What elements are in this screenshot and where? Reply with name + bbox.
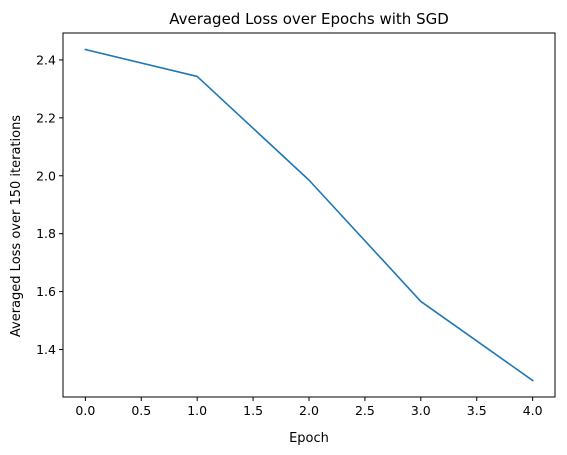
y-tick-label: 2.4 xyxy=(36,52,56,67)
x-tick-label: 1.5 xyxy=(243,403,263,418)
series-layer xyxy=(84,48,534,382)
series-line xyxy=(84,48,534,382)
y-tick-label: 2.0 xyxy=(36,168,56,183)
plot-frame xyxy=(62,32,556,398)
x-axis-label: Epoch xyxy=(289,431,329,446)
x-axis: 0.0 0.5 1.0 1.5 2.0 2.5 3.0 3.5 4.0 xyxy=(75,397,543,418)
x-tick-label: 1.0 xyxy=(187,403,207,418)
x-tick-label: 0.5 xyxy=(131,403,151,418)
y-axis: 1.4 1.6 1.8 2.0 2.2 2.4 xyxy=(36,52,63,357)
x-tick-label: 3.5 xyxy=(467,403,487,418)
y-tick-label: 1.4 xyxy=(36,342,56,357)
x-tick-label: 3.0 xyxy=(411,403,431,418)
y-tick-label: 1.6 xyxy=(36,284,56,299)
chart-title: Averaged Loss over Epochs with SGD xyxy=(169,10,449,28)
y-tick-label: 2.2 xyxy=(36,110,56,125)
x-tick-label: 0.0 xyxy=(75,403,95,418)
y-axis-label: Averaged Loss over 150 iterations xyxy=(9,115,24,337)
x-tick-label: 2.0 xyxy=(299,403,319,418)
x-tick-label: 4.0 xyxy=(523,403,543,418)
x-tick-label: 2.5 xyxy=(355,403,375,418)
y-tick-label: 1.8 xyxy=(36,226,56,241)
